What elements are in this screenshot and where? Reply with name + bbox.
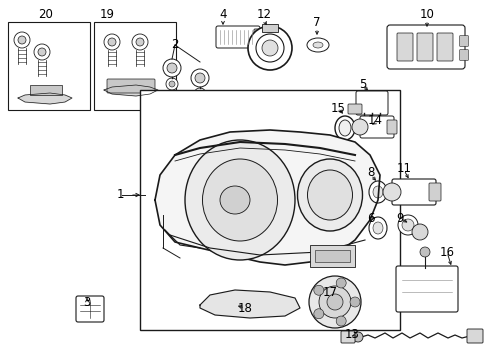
Circle shape xyxy=(169,81,175,87)
Circle shape xyxy=(38,48,46,56)
Circle shape xyxy=(165,78,178,90)
Circle shape xyxy=(308,276,360,328)
Ellipse shape xyxy=(368,181,386,203)
Bar xyxy=(309,245,354,267)
Circle shape xyxy=(191,69,208,87)
Ellipse shape xyxy=(202,159,277,241)
Text: 3: 3 xyxy=(83,296,90,309)
Circle shape xyxy=(14,32,30,48)
Circle shape xyxy=(132,34,148,50)
FancyBboxPatch shape xyxy=(459,50,468,60)
Circle shape xyxy=(335,316,346,326)
Circle shape xyxy=(136,38,143,46)
Bar xyxy=(94,22,176,110)
Circle shape xyxy=(247,26,291,70)
Circle shape xyxy=(195,73,204,83)
Circle shape xyxy=(351,119,367,135)
Ellipse shape xyxy=(184,140,294,260)
Circle shape xyxy=(411,224,427,240)
FancyBboxPatch shape xyxy=(386,120,396,134)
Polygon shape xyxy=(18,93,72,104)
Text: 17: 17 xyxy=(322,285,337,298)
FancyBboxPatch shape xyxy=(416,33,432,61)
Text: 20: 20 xyxy=(39,8,53,21)
Text: 4: 4 xyxy=(219,8,226,21)
Circle shape xyxy=(194,88,205,100)
FancyBboxPatch shape xyxy=(428,183,440,201)
Text: 2: 2 xyxy=(171,39,179,51)
Bar xyxy=(8,22,90,110)
FancyBboxPatch shape xyxy=(466,329,482,343)
FancyBboxPatch shape xyxy=(391,179,435,205)
Circle shape xyxy=(401,219,413,231)
Circle shape xyxy=(382,183,400,201)
Bar xyxy=(314,250,349,262)
Circle shape xyxy=(108,38,116,46)
FancyBboxPatch shape xyxy=(76,296,104,322)
Text: 14: 14 xyxy=(367,114,382,127)
Text: 6: 6 xyxy=(366,211,374,225)
Circle shape xyxy=(104,34,120,50)
FancyBboxPatch shape xyxy=(107,79,155,93)
Bar xyxy=(140,90,399,330)
Polygon shape xyxy=(155,130,379,265)
Text: 12: 12 xyxy=(256,8,271,21)
Ellipse shape xyxy=(312,42,323,48)
Bar xyxy=(30,85,62,95)
Text: 8: 8 xyxy=(366,166,374,179)
Text: 16: 16 xyxy=(439,246,453,258)
Circle shape xyxy=(419,247,429,257)
Text: 13: 13 xyxy=(344,328,359,342)
Text: 18: 18 xyxy=(237,302,252,315)
FancyBboxPatch shape xyxy=(216,26,260,48)
FancyBboxPatch shape xyxy=(396,33,412,61)
Circle shape xyxy=(352,332,362,342)
Ellipse shape xyxy=(372,222,382,234)
Ellipse shape xyxy=(368,217,386,239)
Circle shape xyxy=(167,63,177,73)
Circle shape xyxy=(318,286,350,318)
FancyBboxPatch shape xyxy=(459,36,468,46)
Circle shape xyxy=(313,309,323,319)
FancyBboxPatch shape xyxy=(386,25,464,69)
Circle shape xyxy=(349,297,359,307)
Text: 11: 11 xyxy=(396,162,411,175)
FancyBboxPatch shape xyxy=(359,116,393,138)
Circle shape xyxy=(313,285,323,295)
Circle shape xyxy=(18,36,26,44)
Circle shape xyxy=(262,40,278,56)
Text: 5: 5 xyxy=(359,78,366,91)
FancyBboxPatch shape xyxy=(395,266,457,312)
Polygon shape xyxy=(200,290,299,318)
FancyBboxPatch shape xyxy=(347,104,361,114)
Circle shape xyxy=(256,34,284,62)
FancyBboxPatch shape xyxy=(436,33,452,61)
FancyBboxPatch shape xyxy=(340,331,354,343)
Text: 15: 15 xyxy=(330,102,345,114)
Text: 10: 10 xyxy=(419,8,433,21)
FancyBboxPatch shape xyxy=(355,91,387,115)
Ellipse shape xyxy=(297,159,362,231)
Circle shape xyxy=(197,91,203,97)
Ellipse shape xyxy=(334,116,354,140)
FancyBboxPatch shape xyxy=(253,29,269,45)
Ellipse shape xyxy=(338,120,350,136)
Circle shape xyxy=(397,215,417,235)
Ellipse shape xyxy=(306,38,328,52)
Circle shape xyxy=(326,294,342,310)
Polygon shape xyxy=(104,85,158,96)
Ellipse shape xyxy=(307,170,352,220)
Ellipse shape xyxy=(372,186,382,198)
Circle shape xyxy=(34,44,50,60)
Ellipse shape xyxy=(220,186,249,214)
Text: 19: 19 xyxy=(99,8,114,21)
Circle shape xyxy=(163,59,181,77)
Bar xyxy=(262,24,278,32)
Circle shape xyxy=(335,278,346,288)
Text: 7: 7 xyxy=(313,15,320,28)
Text: 9: 9 xyxy=(395,211,403,225)
Text: 1: 1 xyxy=(116,189,123,202)
